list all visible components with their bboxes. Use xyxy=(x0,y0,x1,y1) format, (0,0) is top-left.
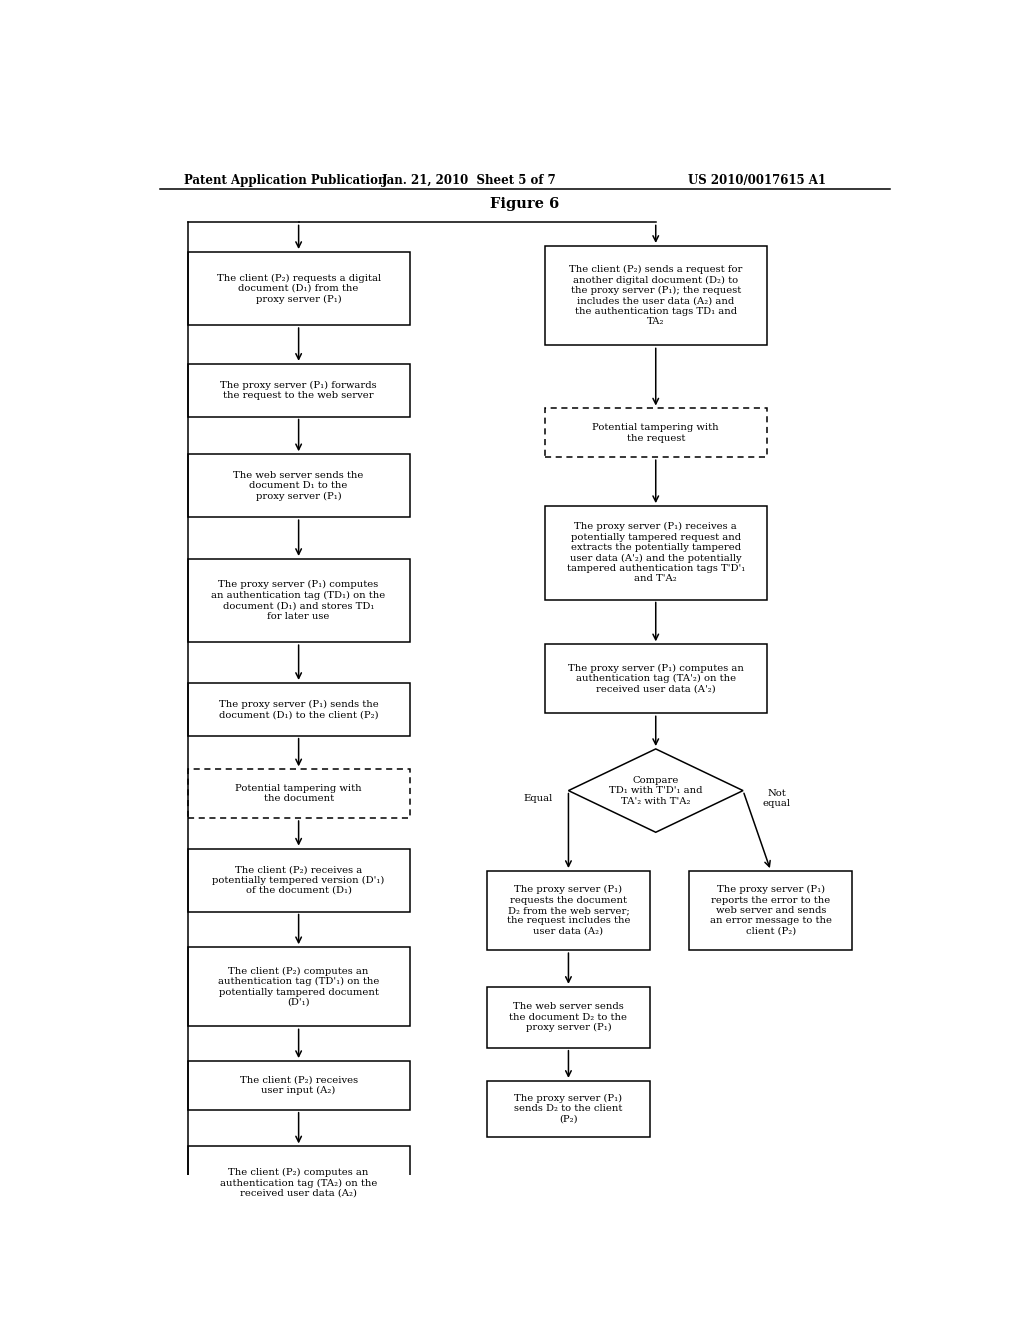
Text: The client (P₂) computes an
authentication tag (TA₂) on the
received user data (: The client (P₂) computes an authenticati… xyxy=(220,1168,377,1199)
Text: Equal: Equal xyxy=(523,795,553,804)
Text: Figure 6: Figure 6 xyxy=(490,197,559,211)
FancyBboxPatch shape xyxy=(545,408,767,457)
FancyBboxPatch shape xyxy=(187,558,410,643)
Text: Potential tampering with
the document: Potential tampering with the document xyxy=(236,784,361,804)
FancyBboxPatch shape xyxy=(545,644,767,713)
Text: The client (P₂) computes an
authentication tag (TD'₁) on the
potentially tampere: The client (P₂) computes an authenticati… xyxy=(218,966,379,1007)
Text: The proxy server (P₁) receives a
potentially tampered request and
extracts the p: The proxy server (P₁) receives a potenti… xyxy=(566,523,744,583)
FancyBboxPatch shape xyxy=(187,682,410,735)
Text: The proxy server (P₁) computes
an authentication tag (TD₁) on the
document (D₁) : The proxy server (P₁) computes an authen… xyxy=(212,581,386,620)
Text: The web server sends
the document D₂ to the
proxy server (P₁): The web server sends the document D₂ to … xyxy=(510,1002,628,1032)
FancyBboxPatch shape xyxy=(689,871,852,950)
Text: The client (P₂) sends a request for
another digital document (D₂) to
the proxy s: The client (P₂) sends a request for anot… xyxy=(569,265,742,326)
FancyBboxPatch shape xyxy=(487,1081,650,1137)
Text: The proxy server (P₁) sends the
document (D₁) to the client (P₂): The proxy server (P₁) sends the document… xyxy=(219,700,379,719)
FancyBboxPatch shape xyxy=(187,770,410,818)
Text: The proxy server (P₁)
sends D₂ to the client
(P₂): The proxy server (P₁) sends D₂ to the cl… xyxy=(514,1094,623,1123)
Text: Potential tampering with
the request: Potential tampering with the request xyxy=(593,424,719,442)
Text: The web server sends the
document D₁ to the
proxy server (P₁): The web server sends the document D₁ to … xyxy=(233,471,364,500)
FancyBboxPatch shape xyxy=(487,871,650,950)
FancyBboxPatch shape xyxy=(187,252,410,325)
Text: Patent Application Publication: Patent Application Publication xyxy=(183,174,386,187)
Text: The client (P₂) requests a digital
document (D₁) from the
proxy server (P₁): The client (P₂) requests a digital docum… xyxy=(216,273,381,304)
FancyBboxPatch shape xyxy=(545,506,767,599)
FancyBboxPatch shape xyxy=(487,987,650,1048)
FancyBboxPatch shape xyxy=(187,849,410,912)
Text: US 2010/0017615 A1: US 2010/0017615 A1 xyxy=(688,174,826,187)
FancyBboxPatch shape xyxy=(187,364,410,417)
FancyBboxPatch shape xyxy=(545,246,767,346)
Text: The proxy server (P₁)
requests the document
D₂ from the web server;
the request : The proxy server (P₁) requests the docum… xyxy=(507,886,630,936)
FancyBboxPatch shape xyxy=(187,454,410,517)
Text: The client (P₂) receives
user input (A₂): The client (P₂) receives user input (A₂) xyxy=(240,1076,357,1096)
Text: The proxy server (P₁)
reports the error to the
web server and sends
an error mes: The proxy server (P₁) reports the error … xyxy=(710,886,831,936)
Text: Not
equal: Not equal xyxy=(763,789,791,808)
FancyBboxPatch shape xyxy=(187,948,410,1027)
Text: Jan. 21, 2010  Sheet 5 of 7: Jan. 21, 2010 Sheet 5 of 7 xyxy=(382,174,557,187)
Text: The proxy server (P₁) forwards
the request to the web server: The proxy server (P₁) forwards the reque… xyxy=(220,380,377,400)
Text: The proxy server (P₁) computes an
authentication tag (TA'₂) on the
received user: The proxy server (P₁) computes an authen… xyxy=(567,664,743,694)
FancyBboxPatch shape xyxy=(187,1146,410,1220)
Polygon shape xyxy=(568,748,743,833)
Text: The client (P₂) receives a
potentially tempered version (D'₁)
of the document (D: The client (P₂) receives a potentially t… xyxy=(212,865,385,895)
FancyBboxPatch shape xyxy=(187,1061,410,1110)
Text: Compare
TD₁ with T'D'₁ and
TA'₂ with T'A₂: Compare TD₁ with T'D'₁ and TA'₂ with T'A… xyxy=(609,776,702,805)
